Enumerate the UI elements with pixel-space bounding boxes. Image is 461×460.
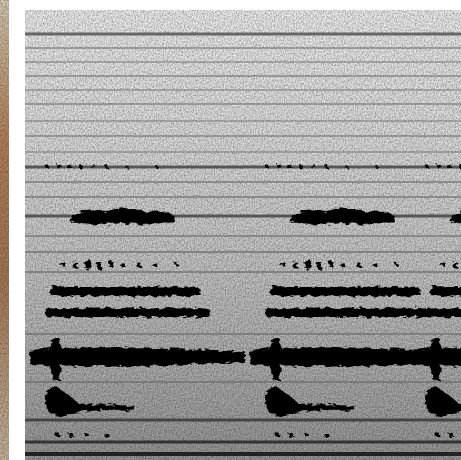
left-strip-grain: [0, 0, 9, 460]
harmonic-lines: [25, 32, 461, 456]
spectrogram: [25, 10, 461, 460]
